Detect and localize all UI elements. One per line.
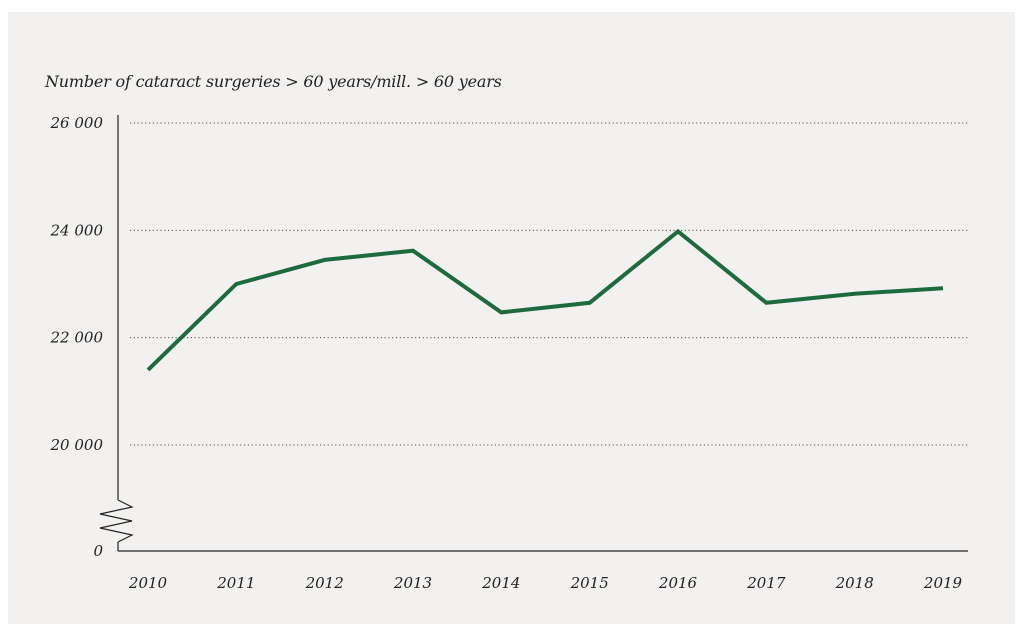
x-tick-label-2016: 2016 bbox=[658, 574, 698, 592]
x-tick-label-2011: 2011 bbox=[216, 574, 255, 592]
x-tick-label-2015: 2015 bbox=[570, 574, 609, 592]
x-tick-label-2010: 2010 bbox=[128, 574, 168, 592]
x-tick-label-2014: 2014 bbox=[481, 574, 520, 592]
x-tick-label-2013: 2013 bbox=[393, 574, 432, 592]
y-tick-label-26000: 26 000 bbox=[50, 114, 104, 132]
y-axis-break-mark bbox=[99, 499, 134, 543]
x-tick-label-2018: 2018 bbox=[835, 574, 874, 592]
x-tick-label-2017: 2017 bbox=[746, 574, 786, 592]
y-tick-label-22000: 22 000 bbox=[50, 329, 104, 347]
y-tick-label-20000: 20 000 bbox=[50, 436, 104, 454]
series-line-0 bbox=[146, 228, 944, 372]
chart-panel bbox=[8, 12, 1015, 624]
chart-title: Number of cataract surgeries > 60 years/… bbox=[45, 72, 502, 91]
y-tick-label-24000: 24 000 bbox=[50, 221, 104, 239]
x-tick-label-2019: 2019 bbox=[923, 574, 963, 592]
x-tick-label-2012: 2012 bbox=[305, 574, 344, 592]
y-tick-label-0: 0 bbox=[93, 542, 103, 560]
